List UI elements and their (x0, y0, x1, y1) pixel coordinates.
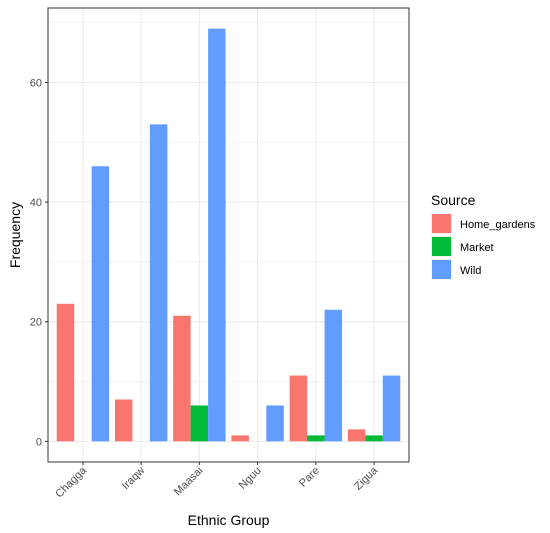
x-axis-title: Ethnic Group (188, 512, 270, 528)
y-tick-label: 40 (30, 197, 42, 209)
x-tick-label: Chagga (53, 464, 89, 500)
bar-home-gardens-pare (289, 375, 308, 442)
bar-wild-chagga (91, 166, 110, 442)
bar-wild-pare (324, 309, 343, 442)
bar-home-gardens-maasai (173, 315, 191, 442)
legend-label: Wild (460, 265, 481, 277)
legend-label: Home_gardens (460, 219, 536, 231)
bar-market-pare (307, 435, 325, 442)
y-tick-label: 20 (30, 317, 42, 329)
bar-market-maasai (190, 405, 209, 442)
legend: Source Home_gardens Market Wild (431, 192, 536, 280)
legend-label: Market (460, 242, 494, 254)
legend-title: Source (431, 192, 476, 208)
x-tick-label: Pare (297, 465, 322, 490)
x-tick-label: Zigua (352, 464, 381, 493)
bar-wild-zigua (382, 375, 401, 442)
bar-wild-iraqw (149, 124, 168, 442)
bar-wild-nguu (266, 405, 284, 442)
legend-key-wild (432, 260, 451, 279)
bar-home-gardens-iraqw (114, 399, 133, 442)
bar-home-gardens-zigua (347, 429, 366, 442)
x-axis-ticks: Chagga Iraqw Maasai Nguu Pare Zigua (53, 462, 381, 500)
grid-major (48, 8, 409, 462)
plot-border (47, 7, 410, 463)
x-tick-label: Maasai (172, 465, 206, 499)
bar-home-gardens-chagga (56, 303, 75, 442)
legend-key-market (432, 237, 451, 256)
y-tick-label: 0 (36, 436, 42, 448)
bar-market-zigua (365, 435, 383, 442)
y-axis-title: Frequency (7, 202, 23, 268)
y-axis-ticks: 0 20 40 60 (30, 77, 48, 448)
bar-home-gardens-nguu (231, 435, 249, 442)
x-tick-label: Nguu (237, 465, 264, 492)
legend-key-home-gardens (432, 214, 451, 233)
y-tick-label: 60 (30, 77, 42, 89)
bar-wild-maasai (208, 28, 226, 442)
x-tick-label: Iraqw (120, 465, 148, 493)
bars (56, 28, 401, 442)
